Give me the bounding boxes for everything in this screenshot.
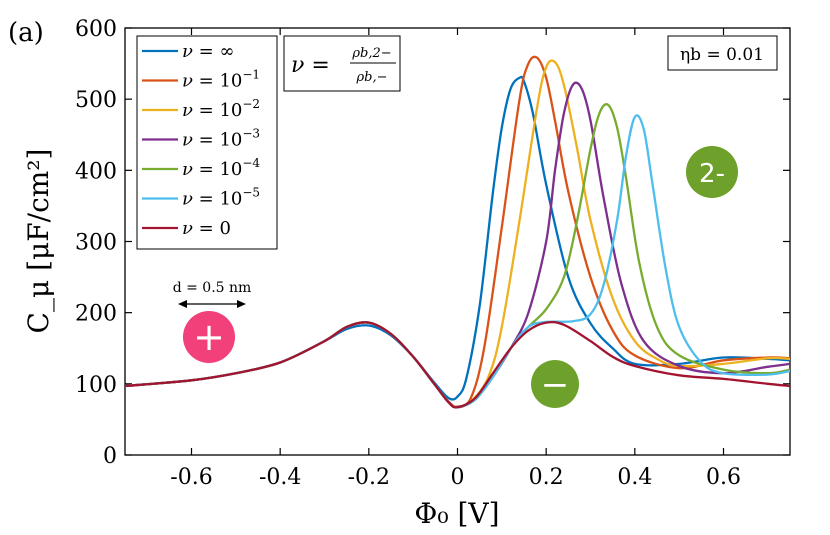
x-tick-label: -0.4 bbox=[259, 465, 301, 490]
y-tick-label: 600 bbox=[75, 17, 117, 42]
anion-minus-icon: − bbox=[531, 360, 579, 408]
y-tick-label: 200 bbox=[75, 302, 117, 327]
divalent-anion-icon: 2- bbox=[686, 146, 738, 198]
eta-label: ηb = 0.01 bbox=[680, 45, 764, 65]
x-tick-label: 0.6 bbox=[706, 465, 741, 490]
y-tick-label: 400 bbox=[75, 159, 117, 184]
legend-entry-label: ν = 10−2 bbox=[182, 97, 260, 121]
series-line-6 bbox=[125, 320, 790, 409]
legend-box bbox=[136, 35, 278, 250]
y-axis: 0 100 200 300 400 500 600 bbox=[75, 17, 790, 469]
eta-box bbox=[667, 35, 778, 71]
legend-entry-label: ν = 10−5 bbox=[182, 186, 260, 210]
x-tick-label: -0.2 bbox=[348, 465, 390, 490]
legend-entry-label: ν = 0 bbox=[182, 218, 231, 239]
legend-entry-label: ν = ∞ bbox=[182, 41, 234, 62]
panel-label: (a) bbox=[8, 18, 44, 48]
x-tick-label: 0.4 bbox=[617, 465, 652, 490]
y-tick-label: 0 bbox=[103, 444, 117, 469]
distance-label: d = 0.5 nm bbox=[173, 280, 252, 296]
legend-entry-label: ν = 10−3 bbox=[182, 127, 260, 151]
ratio-numerator: ρb,2− bbox=[351, 46, 391, 61]
x-tick-label: 0.2 bbox=[529, 465, 564, 490]
ratio-denominator: ρb,− bbox=[356, 70, 388, 85]
legend: ν = ∞ ν = 10−1 ν = 10−2 ν = 10−3 ν = 10−4 ν =… bbox=[142, 41, 260, 239]
distance-arrow-icon bbox=[178, 300, 246, 308]
x-tick-label: 0 bbox=[451, 465, 465, 490]
svg-text:+: + bbox=[193, 315, 225, 359]
svg-text:2-: 2- bbox=[699, 159, 725, 189]
ratio-lhs: ν = bbox=[291, 53, 330, 78]
series-line-0 bbox=[125, 75, 790, 401]
x-axis: -0.6 -0.4 -0.2 0 0.2 0.4 0.6 bbox=[170, 28, 741, 490]
legend-entry-label: ν = 10−1 bbox=[182, 68, 260, 92]
series-layer bbox=[125, 55, 790, 409]
y-axis-label: C_μ [μF/cm²] bbox=[22, 149, 55, 334]
x-axis-label: Φ₀ [V] bbox=[414, 497, 499, 530]
y-tick-label: 500 bbox=[75, 88, 117, 113]
y-tick-label: 300 bbox=[75, 231, 117, 256]
x-tick-label: -0.6 bbox=[170, 465, 212, 490]
legend-entry-label: ν = 10−4 bbox=[182, 156, 260, 180]
cation-plus-icon: + bbox=[183, 311, 235, 363]
y-tick-label: 100 bbox=[75, 373, 117, 398]
svg-text:−: − bbox=[541, 365, 570, 405]
